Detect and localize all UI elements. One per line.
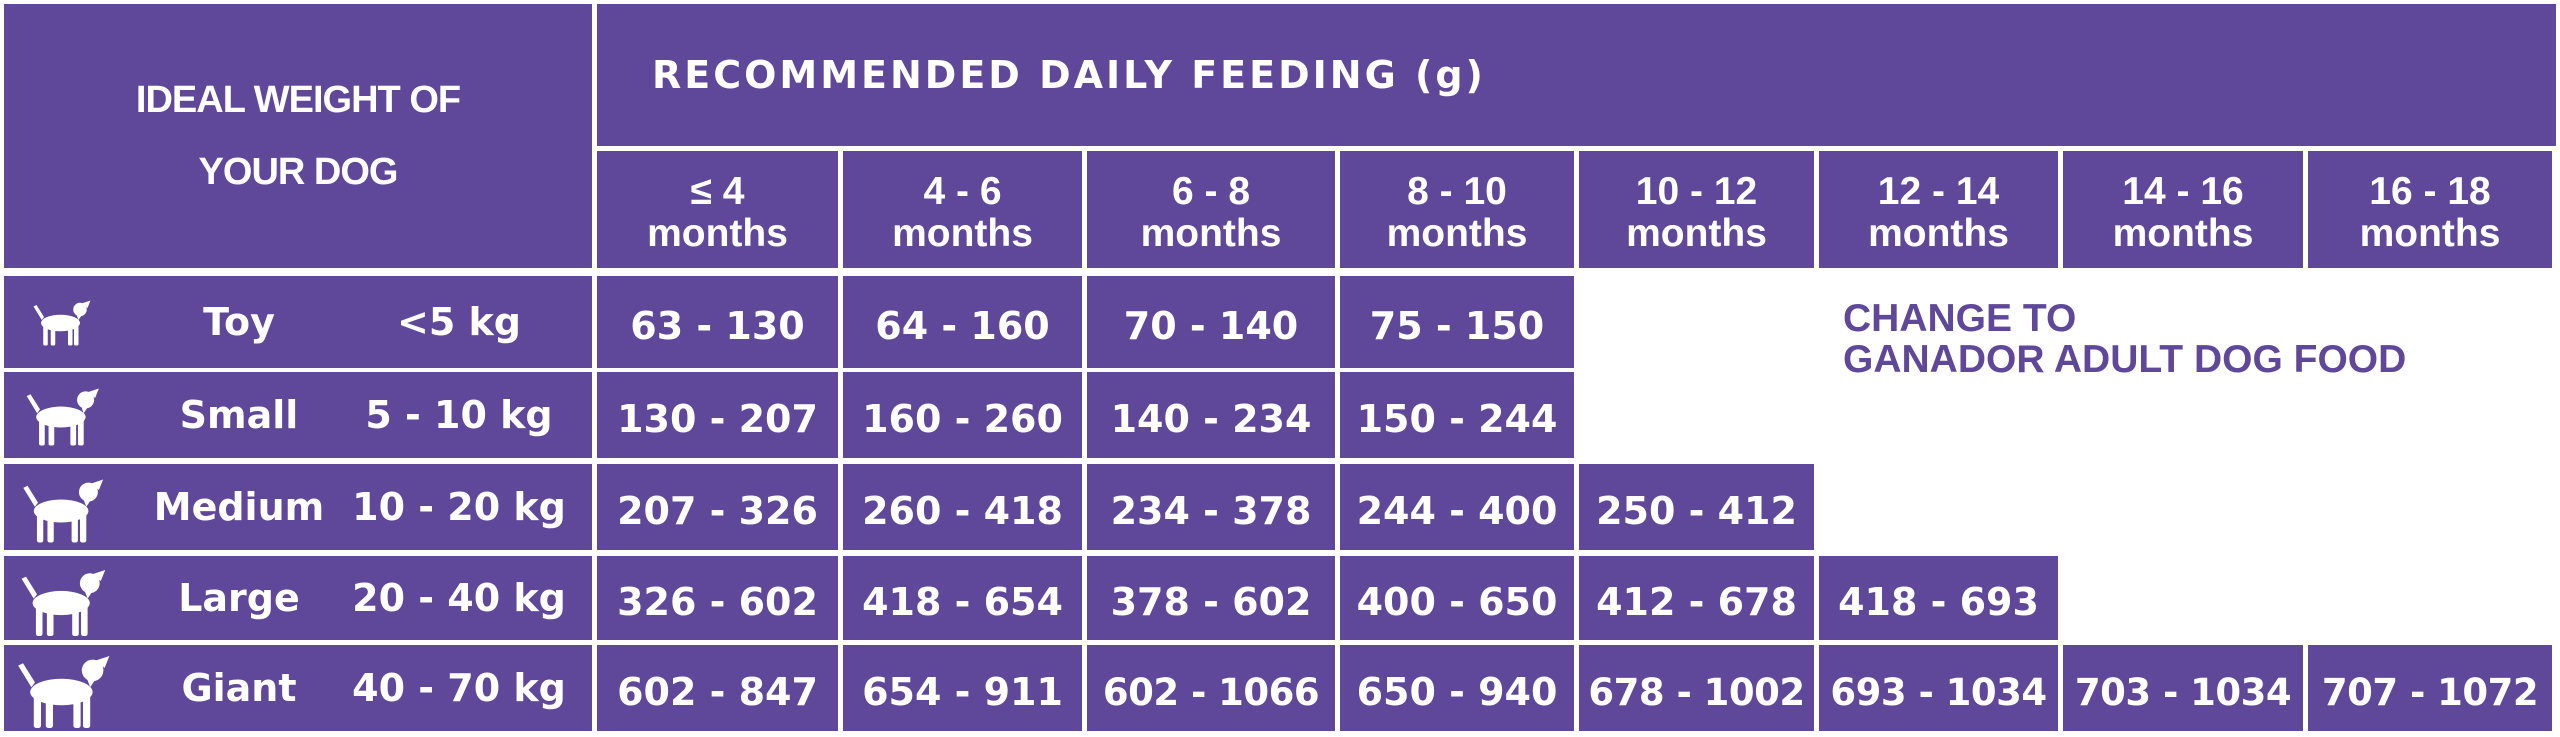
age-unit: months xyxy=(1140,211,1282,255)
feeding-value-cell: 130 - 207 xyxy=(597,372,838,458)
ideal-weight-header-line2: YOUR DOG xyxy=(198,151,399,193)
age-header-3: 8 - 10 months xyxy=(1340,151,1574,268)
age-unit: months xyxy=(1626,211,1767,255)
medium-dog-icon xyxy=(23,479,104,543)
change-food-note-line2: GANADOR ADULT DOG FOOD xyxy=(1843,338,2407,381)
age-range: 6 - 8 xyxy=(1171,169,1251,213)
feeding-value-cell: 207 - 326 xyxy=(597,464,838,550)
age-header-6: 14 - 16 months xyxy=(2063,151,2303,268)
feeding-value-cell: 140 - 234 xyxy=(1087,372,1335,458)
dog-size-label: Giant xyxy=(181,666,297,710)
feeding-value-cell: 707 - 1072 xyxy=(2308,645,2552,731)
dog-size-label: Medium xyxy=(153,485,325,529)
feeding-value-cell: 326 - 602 xyxy=(597,556,838,640)
dog-size-label: Toy xyxy=(203,300,275,344)
dog-weight-label: 10 - 20 kg xyxy=(352,485,566,529)
feeding-value-cell: 234 - 378 xyxy=(1087,464,1335,550)
feeding-value-cell: 418 - 654 xyxy=(843,556,1082,640)
age-range: 10 - 12 xyxy=(1635,169,1758,213)
feeding-value-cell: 63 - 130 xyxy=(597,276,838,368)
change-food-note: CHANGE TO GANADOR ADULT DOG FOOD xyxy=(1843,298,2406,380)
age-unit: months xyxy=(892,211,1033,255)
row-label-medium: Medium 10 - 20 kg xyxy=(4,464,592,550)
age-header-1: 4 - 6 months xyxy=(843,151,1082,268)
age-range: 8 - 10 xyxy=(1407,169,1507,213)
ideal-weight-header-line1: IDEAL WEIGHT OF xyxy=(135,79,461,121)
dog-weight-label: 40 - 70 kg xyxy=(352,666,566,710)
change-food-note-line1: CHANGE TO xyxy=(1843,297,2077,340)
age-header-2: 6 - 8 months xyxy=(1087,151,1335,268)
daily-feeding-header: RECOMMENDED DAILY FEEDING (g) xyxy=(597,4,2556,146)
feeding-value-cell: 160 - 260 xyxy=(843,372,1082,458)
dog-weight-label: <5 kg xyxy=(397,300,521,344)
daily-feeding-header-text: RECOMMENDED DAILY FEEDING (g) xyxy=(652,53,1486,97)
age-unit: months xyxy=(1868,211,2009,255)
feeding-value-cell: 70 - 140 xyxy=(1087,276,1335,368)
feeding-value-cell: 693 - 1034 xyxy=(1819,645,2058,731)
feeding-value-cell: 150 - 244 xyxy=(1340,372,1574,458)
age-header-4: 10 - 12 months xyxy=(1579,151,1814,268)
feeding-value-cell: 75 - 150 xyxy=(1340,276,1574,368)
feeding-value-cell: 703 - 1034 xyxy=(2063,645,2303,731)
age-header-7: 16 - 18 months xyxy=(2308,151,2552,268)
large-dog-icon xyxy=(21,570,106,636)
age-unit: months xyxy=(2112,211,2254,255)
feeding-value-cell: 654 - 911 xyxy=(843,645,1082,731)
age-unit: months xyxy=(2359,211,2501,255)
feeding-value-cell: 400 - 650 xyxy=(1340,556,1574,640)
feeding-value-cell: 650 - 940 xyxy=(1340,645,1574,731)
dog-weight-label: 20 - 40 kg xyxy=(352,576,566,620)
age-range: 4 - 6 xyxy=(923,169,1002,213)
feeding-value-cell: 678 - 1002 xyxy=(1579,645,1814,731)
feeding-value-cell: 64 - 160 xyxy=(843,276,1082,368)
feeding-value-cell: 260 - 418 xyxy=(843,464,1082,550)
dog-size-label: Large xyxy=(178,576,300,620)
feeding-value-cell: 244 - 400 xyxy=(1340,464,1574,550)
row-label-giant: Giant 40 - 70 kg xyxy=(4,645,592,731)
dog-weight-label: 5 - 10 kg xyxy=(365,393,553,437)
small-dog-icon xyxy=(26,388,99,446)
feeding-value-cell: 418 - 693 xyxy=(1819,556,2058,640)
age-header-0: ≤ 4 months xyxy=(597,151,838,268)
ideal-weight-header: IDEAL WEIGHT OF YOUR DOG xyxy=(4,4,592,268)
age-range: 16 - 18 xyxy=(2369,169,2491,213)
row-label-large: Large 20 - 40 kg xyxy=(4,556,592,640)
feeding-value-cell: 412 - 678 xyxy=(1579,556,1814,640)
toy-dog-icon xyxy=(33,300,91,346)
feeding-value-cell: 602 - 1066 xyxy=(1087,645,1335,731)
row-label-small: Small 5 - 10 kg xyxy=(4,372,592,458)
age-unit: months xyxy=(647,211,788,255)
dog-size-label: Small xyxy=(179,393,299,437)
feeding-value-cell: 250 - 412 xyxy=(1579,464,1814,550)
age-range: ≤ 4 xyxy=(690,169,745,213)
age-range: 12 - 14 xyxy=(1877,169,2000,213)
age-range: 14 - 16 xyxy=(2122,169,2244,213)
feeding-value-cell: 602 - 847 xyxy=(597,645,838,731)
age-unit: months xyxy=(1386,211,1528,255)
row-label-toy: Toy <5 kg xyxy=(4,276,592,368)
feeding-value-cell: 378 - 602 xyxy=(1087,556,1335,640)
giant-dog-icon xyxy=(18,656,110,728)
age-header-5: 12 - 14 months xyxy=(1819,151,2058,268)
